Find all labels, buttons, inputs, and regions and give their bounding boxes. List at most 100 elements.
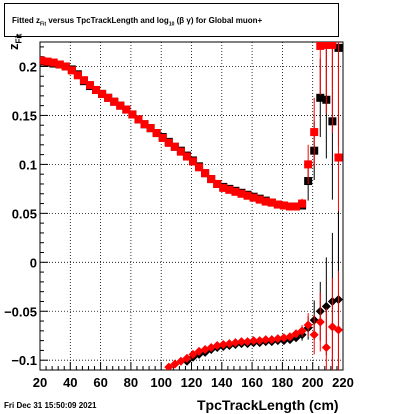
y-tick-label: 0.15: [12, 108, 37, 123]
data-point: [79, 76, 88, 85]
data-point: [292, 202, 301, 211]
data-point: [104, 93, 113, 102]
data-point: [303, 320, 313, 330]
data-point: [116, 101, 125, 110]
data-point: [249, 193, 258, 202]
y-tick-label: 0: [30, 255, 37, 270]
y-axis-label: zFit: [6, 33, 24, 50]
data-point: [43, 57, 52, 66]
y-tick-label: −0.1: [11, 353, 37, 368]
data-point: [182, 353, 192, 363]
data-point: [122, 105, 131, 114]
title-middle: versus TpcTrackLength and log: [46, 16, 169, 25]
data-point: [92, 85, 101, 94]
data-point: [321, 342, 331, 352]
data-point: [321, 301, 331, 311]
data-point: [164, 138, 173, 147]
y-tick-label: 0.2: [19, 59, 37, 74]
data-point: [170, 142, 179, 151]
data-point: [158, 133, 167, 142]
footer-date: Fri Dec 31 15:50:09 2021: [4, 401, 97, 410]
data-point: [61, 62, 70, 71]
data-point: [285, 202, 294, 211]
data-point: [73, 71, 82, 80]
x-tick-label: 220: [332, 375, 354, 390]
data-point: [334, 153, 343, 162]
data-point: [49, 58, 58, 67]
x-axis-label: TpcTrackLength (cm): [197, 397, 339, 413]
data-point: [212, 341, 222, 351]
data-point: [213, 179, 222, 188]
x-tick-label: 200: [302, 375, 324, 390]
data-point: [310, 128, 319, 137]
data-point: [219, 183, 228, 192]
data-point: [128, 110, 137, 119]
title-subscript-10: 10: [168, 21, 175, 28]
data-point: [218, 340, 228, 350]
data-point: [134, 115, 143, 124]
data-point: [279, 333, 289, 343]
data-point: [40, 56, 46, 65]
data-point: [249, 336, 259, 346]
data-point: [273, 200, 282, 209]
data-point: [309, 330, 319, 340]
data-point: [98, 89, 107, 98]
data-point: [304, 160, 313, 169]
data-point: [267, 198, 276, 207]
data-point: [273, 334, 283, 344]
title-prefix: Fitted z: [12, 16, 40, 25]
data-point: [255, 195, 264, 204]
data-point: [333, 325, 343, 335]
chart-title: Fitted zFit versus TpcTrackLength and lo…: [12, 16, 262, 28]
data-point: [164, 362, 174, 370]
title-subscript-fit: Fit: [40, 21, 47, 28]
data-point: [201, 169, 210, 178]
data-point: [152, 129, 161, 138]
title-box: Fitted zFit versus TpcTrackLength and lo…: [4, 3, 339, 37]
data-point: [279, 201, 288, 210]
y-tick-label: 0.1: [19, 157, 37, 172]
data-point: [207, 175, 216, 184]
data-point: [182, 152, 191, 161]
data-point: [140, 120, 149, 129]
data-point: [176, 147, 185, 156]
data-point: [297, 326, 307, 336]
data-point: [298, 199, 307, 208]
data-point: [322, 42, 331, 49]
data-point: [243, 337, 253, 347]
x-tick-label: 140: [211, 375, 233, 390]
x-tick-label: 40: [63, 375, 77, 390]
data-point: [146, 124, 155, 133]
x-tick-label: 160: [241, 375, 263, 390]
data-point: [195, 163, 204, 172]
x-tick-label: 60: [93, 375, 107, 390]
x-tick-label: 20: [33, 375, 47, 390]
data-point: [243, 191, 252, 200]
data-point: [225, 185, 234, 194]
data-point: [316, 93, 325, 102]
title-suffix: (β γ) for Global muon+: [176, 16, 263, 25]
data-point: [55, 60, 64, 69]
x-tick-label: 180: [272, 375, 294, 390]
data-point: [255, 336, 265, 346]
x-tick-label: 120: [181, 375, 203, 390]
data-point: [237, 189, 246, 198]
data-point: [316, 42, 325, 50]
y-tick-label: 0.05: [12, 206, 37, 221]
data-point: [224, 339, 234, 349]
data-point: [261, 335, 271, 345]
data-point: [110, 97, 119, 106]
data-point: [231, 187, 240, 196]
data-point: [230, 338, 240, 348]
x-tick-label: 100: [150, 375, 172, 390]
x-tick-label: 80: [124, 375, 138, 390]
data-point: [236, 337, 246, 347]
data-point: [315, 317, 325, 327]
data-point: [85, 81, 94, 90]
data-point: [67, 66, 76, 75]
data-point: [189, 157, 198, 166]
y-tick-label: −0.05: [4, 304, 37, 319]
data-point: [328, 42, 337, 49]
data-point: [267, 335, 277, 345]
